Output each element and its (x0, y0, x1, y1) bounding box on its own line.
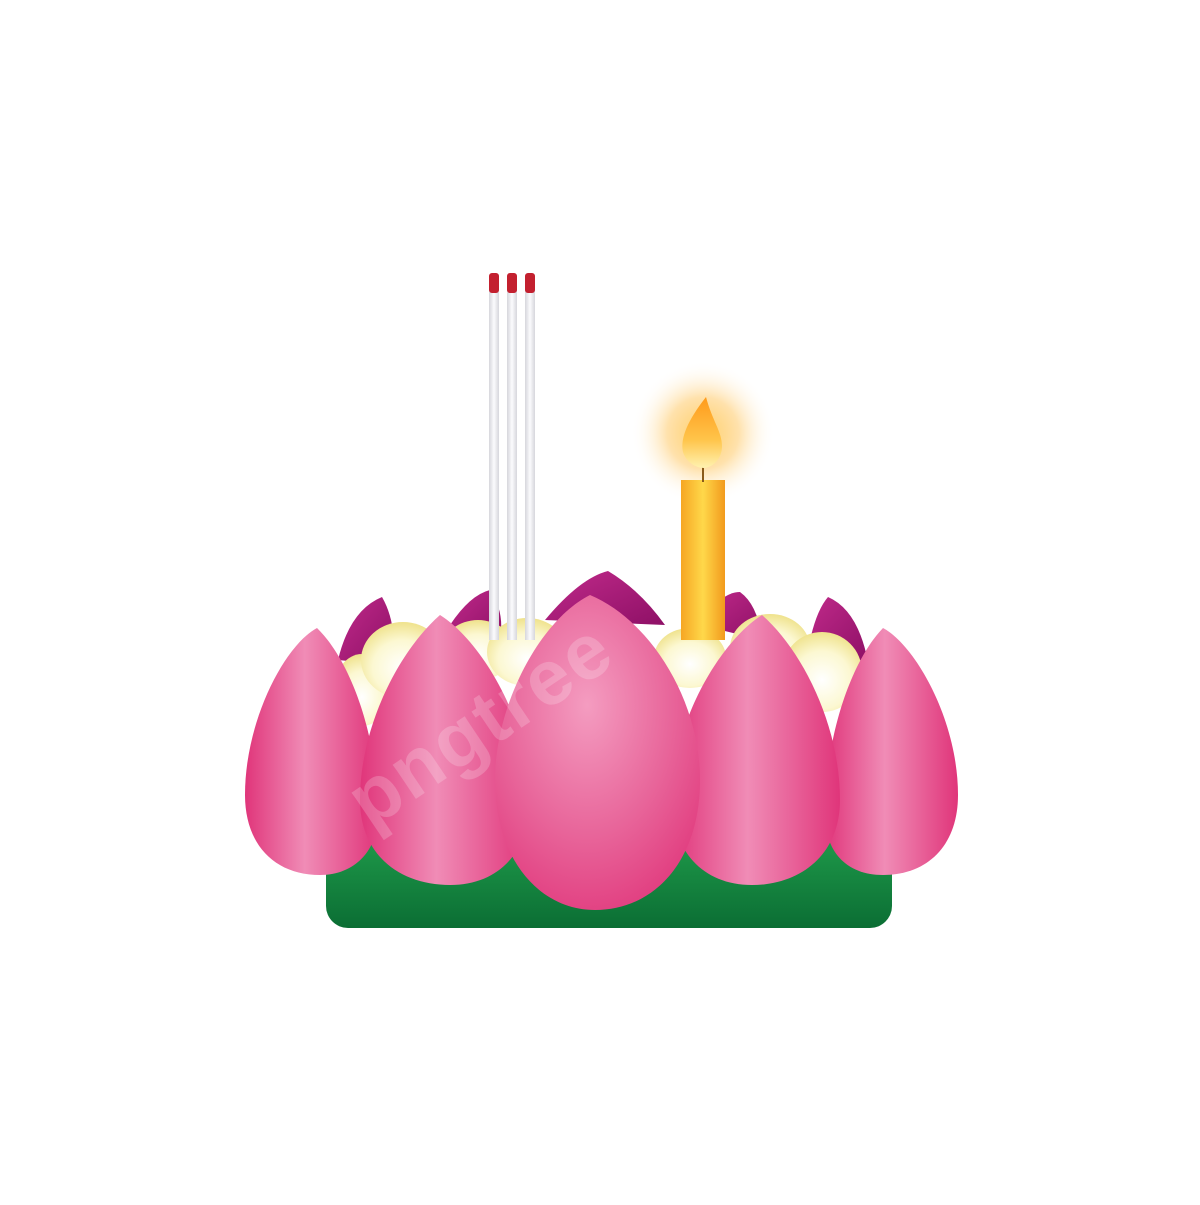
incense-stick (489, 280, 499, 640)
flame-icon (682, 397, 722, 468)
incense-stick (507, 280, 517, 640)
lotus-petal-center (495, 595, 700, 910)
incense-tip (525, 273, 535, 293)
incense-icon (489, 273, 535, 640)
incense-tip (489, 273, 499, 293)
lotus-petal-inner-left (360, 615, 530, 885)
lotus-petal-outer-left (245, 628, 378, 875)
incense-tip (507, 273, 517, 293)
candle-icon (681, 397, 725, 640)
incense-stick (525, 280, 535, 640)
candle-body (681, 480, 725, 640)
cream-bud (654, 628, 726, 688)
lotus-petal-inner-right (672, 615, 840, 885)
lotus-petal-outer-right (825, 628, 958, 875)
lotus-icon (245, 595, 958, 910)
